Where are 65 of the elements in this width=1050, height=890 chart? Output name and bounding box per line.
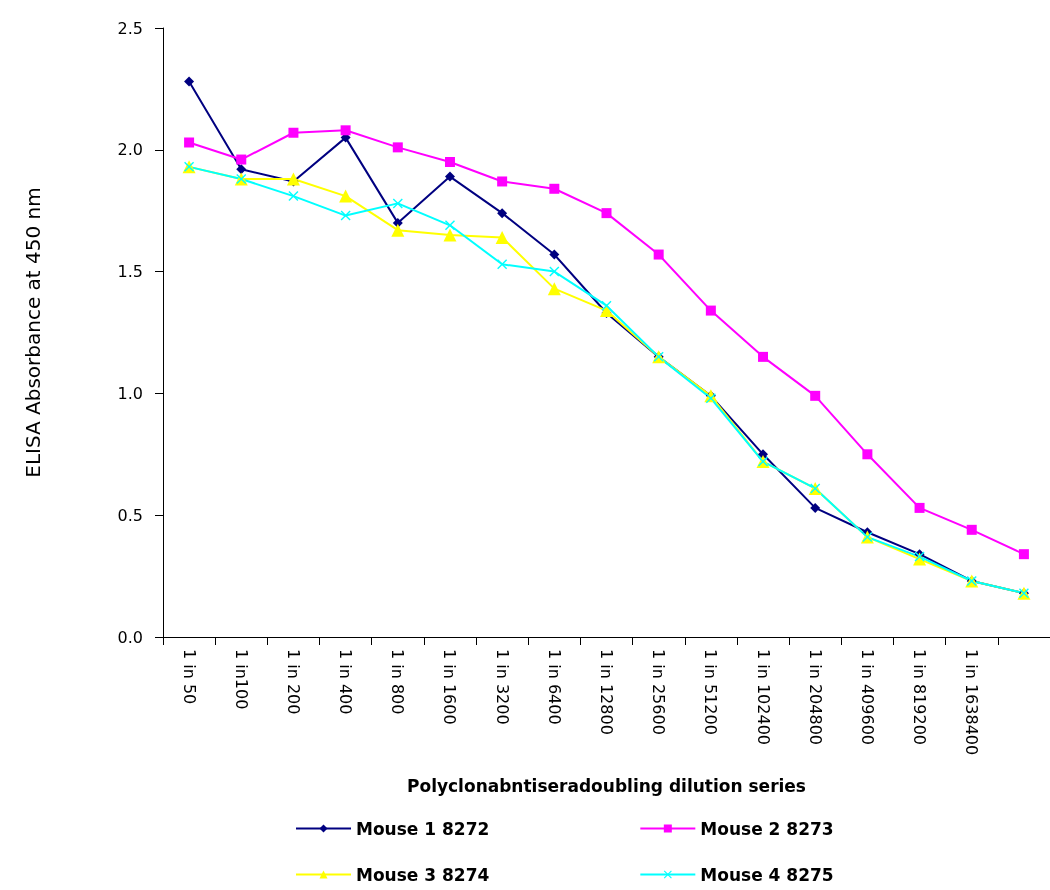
y-tick-label: 1.5 [117,262,143,282]
point [184,137,195,148]
point [549,249,560,260]
point [340,210,351,221]
point [444,156,455,167]
y-axis-title: ELISA Absorbance at 450 nm [21,187,45,478]
legend-label: Mouse 2 8273 [700,818,834,839]
point [443,228,457,242]
point [601,208,612,219]
point [549,183,560,194]
point [497,176,508,187]
point [810,390,821,401]
point [497,259,508,270]
x-axis-title: Polyclonabntiseradoubling dilution series [407,775,806,796]
point [288,127,299,138]
point [391,223,405,237]
point [286,172,300,186]
point [495,231,509,244]
point [862,449,873,460]
x-tick-label: 1 in 3200 [492,649,512,725]
point [392,198,403,209]
x-tick-label: 1 in 400 [336,649,356,715]
point [914,502,925,513]
point [966,524,977,535]
x-tick-label: 1 in 204800 [805,649,825,746]
y-tick-label: 0.5 [117,505,143,525]
point [444,220,455,231]
point [236,154,247,165]
x-tick-label: 1 in 25600 [649,649,669,735]
legend-label: Mouse 3 8274 [356,864,490,885]
point [236,164,247,175]
x-tick-label: 1 in 409600 [857,649,877,746]
point [705,305,716,316]
y-tick-label: 2.5 [117,18,143,38]
x-tick-label: 1 in 50 [179,649,199,705]
legend-label: Mouse 1 8272 [356,818,490,839]
point [444,171,455,182]
point [339,189,353,203]
point [547,282,561,296]
y-tick-label: 0.0 [117,627,143,647]
point [497,208,508,219]
x-tick-label: 1 in 200 [283,649,303,715]
point [600,304,613,318]
y-tick-label: 2.0 [117,140,143,160]
x-tick-label: 1 in 6400 [544,649,564,725]
point [1018,549,1029,560]
x-tick-label: 1 in100 [231,649,251,710]
x-tick-label: 1 in 51200 [701,649,721,735]
legend-label: Mouse 4 8275 [700,864,834,885]
point [549,266,560,277]
x-tick-label: 1 in 102400 [753,649,773,746]
y-tick-label: 1.0 [117,383,143,403]
point [601,300,612,311]
x-tick-label: 1 in 800 [388,649,408,715]
x-tick-label: 1 in 819200 [910,649,930,746]
point [810,502,821,513]
point [392,142,403,153]
x-tick-label: 1 in 12800 [597,649,616,735]
x-tick-label: 1 in 1600 [440,649,460,725]
point [184,76,195,87]
point [758,351,769,362]
point [288,191,299,202]
x-tick-label: 1 in 1638400 [962,649,982,756]
point [340,125,351,136]
point [653,249,664,260]
